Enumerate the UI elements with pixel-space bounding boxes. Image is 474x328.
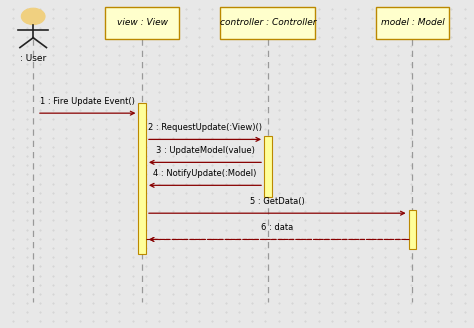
FancyBboxPatch shape [105, 7, 179, 39]
FancyBboxPatch shape [264, 136, 272, 197]
FancyBboxPatch shape [220, 7, 315, 39]
FancyBboxPatch shape [409, 210, 416, 249]
Text: 5 : GetData(): 5 : GetData() [250, 197, 305, 206]
Text: 3 : UpdateModel(value): 3 : UpdateModel(value) [155, 146, 255, 155]
Text: controller : Controller: controller : Controller [219, 18, 316, 28]
Text: 6 : data: 6 : data [261, 223, 293, 232]
Text: 2 : RequestUpdate(:View)(): 2 : RequestUpdate(:View)() [148, 123, 262, 132]
FancyBboxPatch shape [138, 103, 146, 254]
Text: model : Model: model : Model [381, 18, 444, 28]
Text: view : View: view : View [117, 18, 168, 28]
FancyBboxPatch shape [375, 7, 449, 39]
Text: 1 : Fire Update Event(): 1 : Fire Update Event() [40, 97, 135, 106]
Circle shape [21, 8, 45, 25]
Text: : User: : User [20, 54, 46, 63]
Text: 4 : NotifyUpdate(:Model): 4 : NotifyUpdate(:Model) [153, 169, 257, 178]
